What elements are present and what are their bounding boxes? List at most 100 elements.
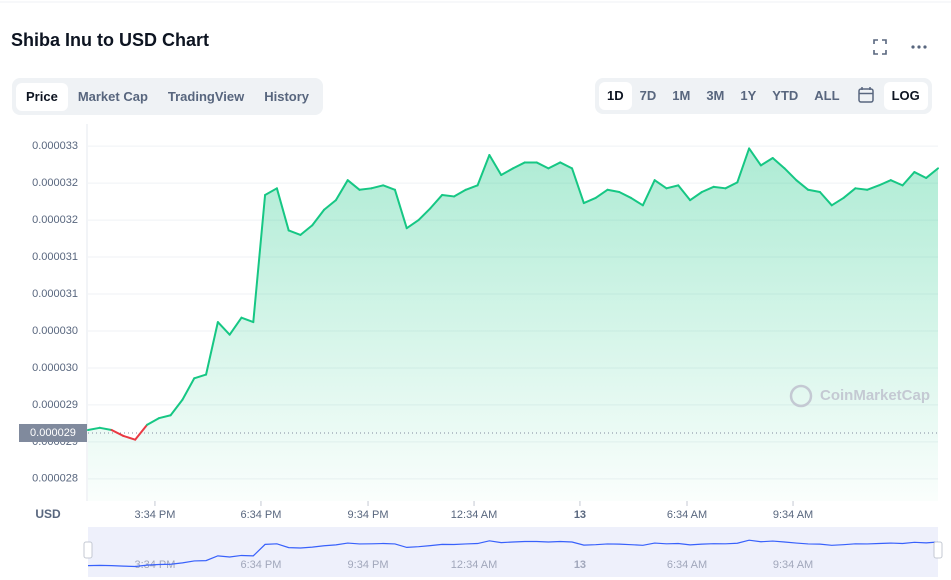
price-line-segment: [334, 179, 349, 202]
price-line-segment: [877, 179, 892, 187]
price-line-segment: [653, 179, 668, 190]
price-line-segment: [700, 185, 715, 194]
price-line-segment: [913, 171, 928, 179]
price-line-segment: [783, 167, 798, 182]
y-tick-label: 0.000031: [32, 251, 78, 263]
price-line-segment: [311, 208, 326, 227]
price-line-segment: [417, 207, 432, 222]
price-line-segment: [795, 179, 810, 191]
watermark-logo: [789, 384, 813, 408]
tab[interactable]: History: [264, 88, 310, 104]
price-line-segment: [559, 161, 574, 170]
price-line-segment: [547, 161, 562, 170]
tab-group: Price Market Cap TradingView History: [12, 78, 324, 115]
navigator-bg: [88, 527, 938, 577]
price-line-segment: [157, 414, 172, 420]
price-line-segment: [146, 417, 160, 426]
calendar-icon[interactable]: [848, 86, 884, 106]
y-tick-label: 0.000031: [32, 288, 78, 300]
watermark: CoinMarketCap: [820, 387, 930, 404]
price-line-segment: [264, 187, 278, 196]
price-line-segment: [582, 196, 597, 205]
price-line-segment: [429, 193, 444, 210]
y-axis-label: USD: [35, 507, 61, 521]
x-tick-label: 3:34 PM: [134, 509, 175, 521]
x-tick-label: 9:34 PM: [348, 509, 389, 521]
navigator-tick-label: 6:34 PM: [240, 559, 281, 571]
price-line-segment: [512, 161, 526, 170]
log-button[interactable]: LOG: [883, 82, 928, 110]
price-line-segment: [866, 184, 880, 191]
price-line-segment: [665, 184, 680, 190]
price-line-segment: [98, 426, 113, 432]
price-line-segment: [240, 316, 255, 324]
price-line-segment: [275, 187, 290, 232]
price-line-segment: [807, 188, 821, 194]
price-line-segment: [405, 219, 420, 230]
navigator-line: [87, 539, 939, 568]
price-line-segment: [818, 191, 833, 207]
range-button[interactable]: 1Y: [740, 88, 757, 103]
price-line-segment: [771, 157, 786, 170]
x-tick-label: 6:34 PM: [240, 509, 281, 521]
navigator-handle: [83, 541, 93, 559]
price-line-segment: [228, 316, 243, 336]
range-button[interactable]: 3M: [706, 88, 725, 103]
price-line-segment: [925, 167, 939, 179]
price-line-segment: [169, 398, 184, 417]
price-line-segment: [500, 167, 514, 177]
y-tick-label: 0.000032: [32, 214, 78, 226]
price-line-segment: [842, 187, 857, 199]
y-tick-label: 0.000033: [32, 140, 78, 152]
price-line-segment: [606, 188, 621, 194]
range-button[interactable]: YTD: [772, 88, 799, 103]
x-tick-label: 6:34 AM: [667, 509, 707, 521]
price-line-segment: [889, 179, 904, 187]
navigator-tick-label: 9:34 PM: [348, 559, 389, 571]
price-line-segment: [205, 321, 219, 376]
tab[interactable]: Market Cap: [77, 88, 148, 104]
tab[interactable]: Price: [16, 82, 68, 111]
navigator-tick-label: 12:34 AM: [451, 559, 497, 571]
price-line-segment: [370, 184, 385, 190]
price-line-segment: [630, 196, 644, 207]
y-tick-label: 0.000032: [32, 177, 78, 189]
price-line-segment: [571, 167, 585, 205]
more-icon[interactable]: [911, 45, 927, 49]
price-line-segment: [901, 171, 916, 187]
price-line-segment: [181, 377, 196, 401]
price-area: [88, 148, 938, 502]
price-line-segment: [346, 179, 361, 191]
price-line-segment: [122, 434, 137, 441]
price-line-segment: [830, 196, 845, 207]
price-line-segment: [252, 193, 267, 324]
price-line-segment: [193, 373, 208, 380]
y-tick-label: 0.000030: [32, 325, 78, 337]
price-line-segment: [759, 157, 774, 167]
reference-label-bg: [19, 423, 87, 442]
price-line-segment: [464, 184, 479, 191]
price-line-segment: [641, 179, 656, 207]
price-line-segment: [216, 321, 231, 336]
x-tick-label: 13: [574, 509, 586, 521]
range-button[interactable]: 1M: [672, 88, 691, 103]
price-line-segment: [535, 161, 550, 170]
navigator-handle: [933, 541, 943, 559]
fullscreen-icon[interactable]: [873, 39, 887, 55]
price-line-segment: [287, 229, 302, 236]
price-line-segment: [110, 429, 125, 437]
price-line-segment: [712, 185, 727, 190]
price-line-segment: [724, 181, 739, 190]
range-button[interactable]: ALL: [814, 88, 840, 103]
x-tick-label: 9:34 AM: [773, 509, 813, 521]
price-line-segment: [736, 147, 751, 184]
range-button[interactable]: 1D: [599, 82, 632, 110]
price-line-segment: [358, 187, 373, 191]
title: Shiba Inu to USD Chart: [11, 30, 209, 50]
tab[interactable]: TradingView: [167, 88, 245, 104]
range-button[interactable]: 7D: [639, 88, 657, 103]
price-line-segment: [393, 188, 408, 230]
price-line-segment: [854, 187, 869, 191]
navigator-tick-label: 9:34 AM: [773, 559, 813, 571]
